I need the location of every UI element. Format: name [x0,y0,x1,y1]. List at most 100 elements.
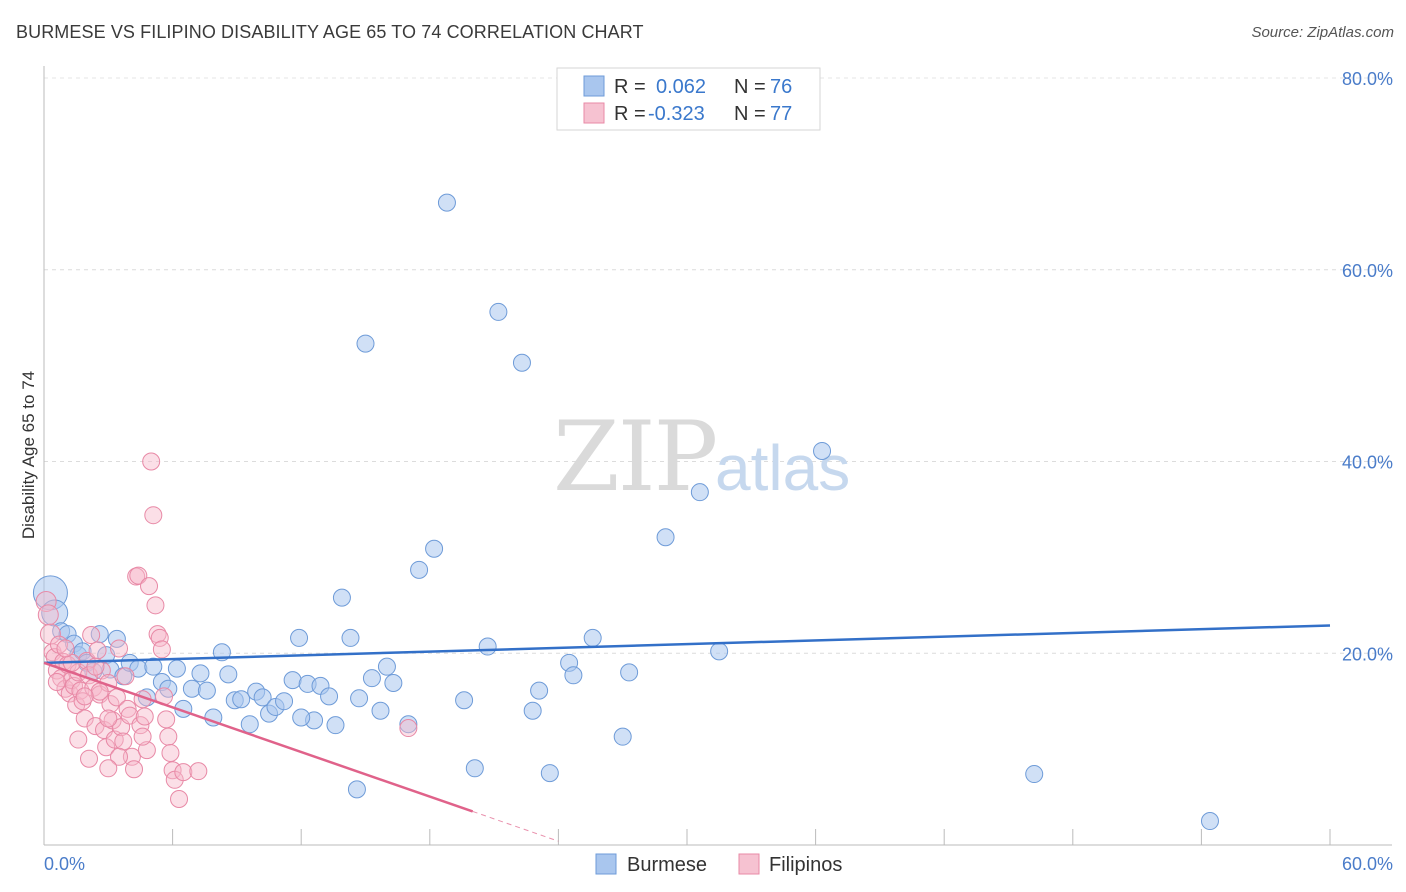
filipino-point-38 [118,699,137,718]
legend-n-label-burmese: N = [734,76,766,98]
y-tick-label-3: 80.0% [1342,69,1393,89]
filipino-point-0 [35,590,57,612]
filipino-point-70 [56,639,75,658]
burmese-point-62 [540,764,559,783]
bottom-legend-label-burmese: Burmese [627,854,707,876]
bottom-legend-swatch-burmese [595,853,617,875]
burmese-point-32 [253,688,272,707]
filipino-point-54 [152,640,171,659]
burmese-point-57 [478,637,497,656]
x-tick-label-1: 60.0% [1342,854,1393,874]
burmese-point-17 [144,657,163,676]
burmese-point-56 [465,759,484,778]
burmese-point-50 [384,673,403,692]
filipino-trend-extension [472,810,559,842]
burmese-point-58 [489,302,508,321]
y-tick-label-1: 40.0% [1342,453,1393,473]
y-axis-label: Disability Age 65 to 74 [19,371,38,539]
filipino-point-73 [75,687,94,706]
burmese-point-27 [219,665,238,684]
y-tick-label-0: 20.0% [1342,644,1393,664]
burmese-point-30 [240,715,259,734]
burmese-point-49 [377,657,396,676]
filipino-point-65 [69,730,88,749]
burmese-point-74 [347,780,366,799]
filipino-point-36 [114,732,133,751]
burmese-point-23 [191,664,210,683]
burmese-point-71 [813,441,832,460]
burmese-point-37 [290,628,309,647]
burmese-point-66 [613,727,632,746]
burmese-point-44 [341,628,360,647]
filipino-point-37 [116,667,135,686]
trend-lines [43,624,1331,842]
burmese-points [32,193,1219,831]
filipino-point-34 [110,639,129,658]
filipino-point-61 [170,789,189,808]
burmese-point-48 [371,701,390,720]
legend-bottom: Burmese Filipinos [595,853,842,876]
filipino-points [35,452,418,808]
bottom-legend-label-filipinos: Filipinos [769,854,842,876]
filipino-point-66 [80,749,99,768]
filipino-point-57 [159,727,178,746]
filipino-point-67 [189,762,208,781]
filipino-point-58 [161,743,180,762]
legend-r-label-burmese: R = [614,76,646,98]
burmese-point-75 [292,708,311,727]
burmese-point-68 [656,528,675,547]
burmese-point-53 [425,539,444,558]
burmese-point-36 [283,671,302,690]
burmese-point-70 [710,642,729,661]
filipino-point-1 [37,604,59,626]
burmese-point-59 [512,353,531,372]
tick-labels: 20.0% 40.0% 60.0% 80.0% 0.0% 60.0% [44,69,1393,874]
burmese-point-60 [523,701,542,720]
filipino-point-71 [47,673,66,692]
burmese-point-73 [1200,812,1219,831]
burmese-point-47 [362,669,381,688]
burmese-point-64 [564,666,583,685]
watermark-atlas: atlas [715,432,850,504]
burmese-point-42 [326,716,345,735]
filipino-point-21 [82,626,101,645]
legend-r-value-filipinos: -0.323 [648,103,705,125]
burmese-point-69 [690,483,709,502]
burmese-point-65 [583,628,602,647]
burmese-point-20 [167,659,186,678]
legend-top: R = 0.062 N = 76 R = -0.323 N = 77 [556,67,821,131]
filipino-point-49 [142,452,161,471]
filipino-point-56 [157,710,176,729]
x-tick-label-0: 0.0% [44,854,85,874]
burmese-point-35 [275,692,294,711]
filipino-point-76 [99,759,118,778]
legend-r-label-filipinos: R = [614,103,646,125]
filipino-point-51 [146,596,165,615]
burmese-point-41 [320,687,339,706]
bottom-legend-swatch-filipinos [738,853,760,875]
filipino-point-47 [137,741,156,760]
filipino-point-62 [174,763,193,782]
legend-n-label-filipinos: N = [734,103,766,125]
filipino-point-43 [129,566,148,585]
burmese-point-61 [530,681,549,700]
legend-n-value-burmese: 76 [770,76,792,98]
filipino-point-64 [90,682,109,701]
legend-r-value-burmese: 0.062 [656,76,706,98]
chart-title: BURMESE VS FILIPINO DISABILITY AGE 65 TO… [16,22,644,42]
filipino-point-68 [399,719,418,738]
gridlines [44,77,1392,654]
filipino-trend-line [43,661,474,813]
burmese-point-72 [1025,765,1044,784]
burmese-point-55 [455,691,474,710]
burmese-point-51 [399,715,418,734]
burmese-point-52 [410,560,429,579]
watermark-zip: ZIP [553,401,716,513]
axes [43,66,1392,846]
filipino-point-63 [99,709,118,728]
filipino-point-48 [140,577,159,596]
burmese-point-54 [437,193,456,212]
burmese-trend-line [43,624,1331,665]
filipino-point-50 [144,506,163,525]
